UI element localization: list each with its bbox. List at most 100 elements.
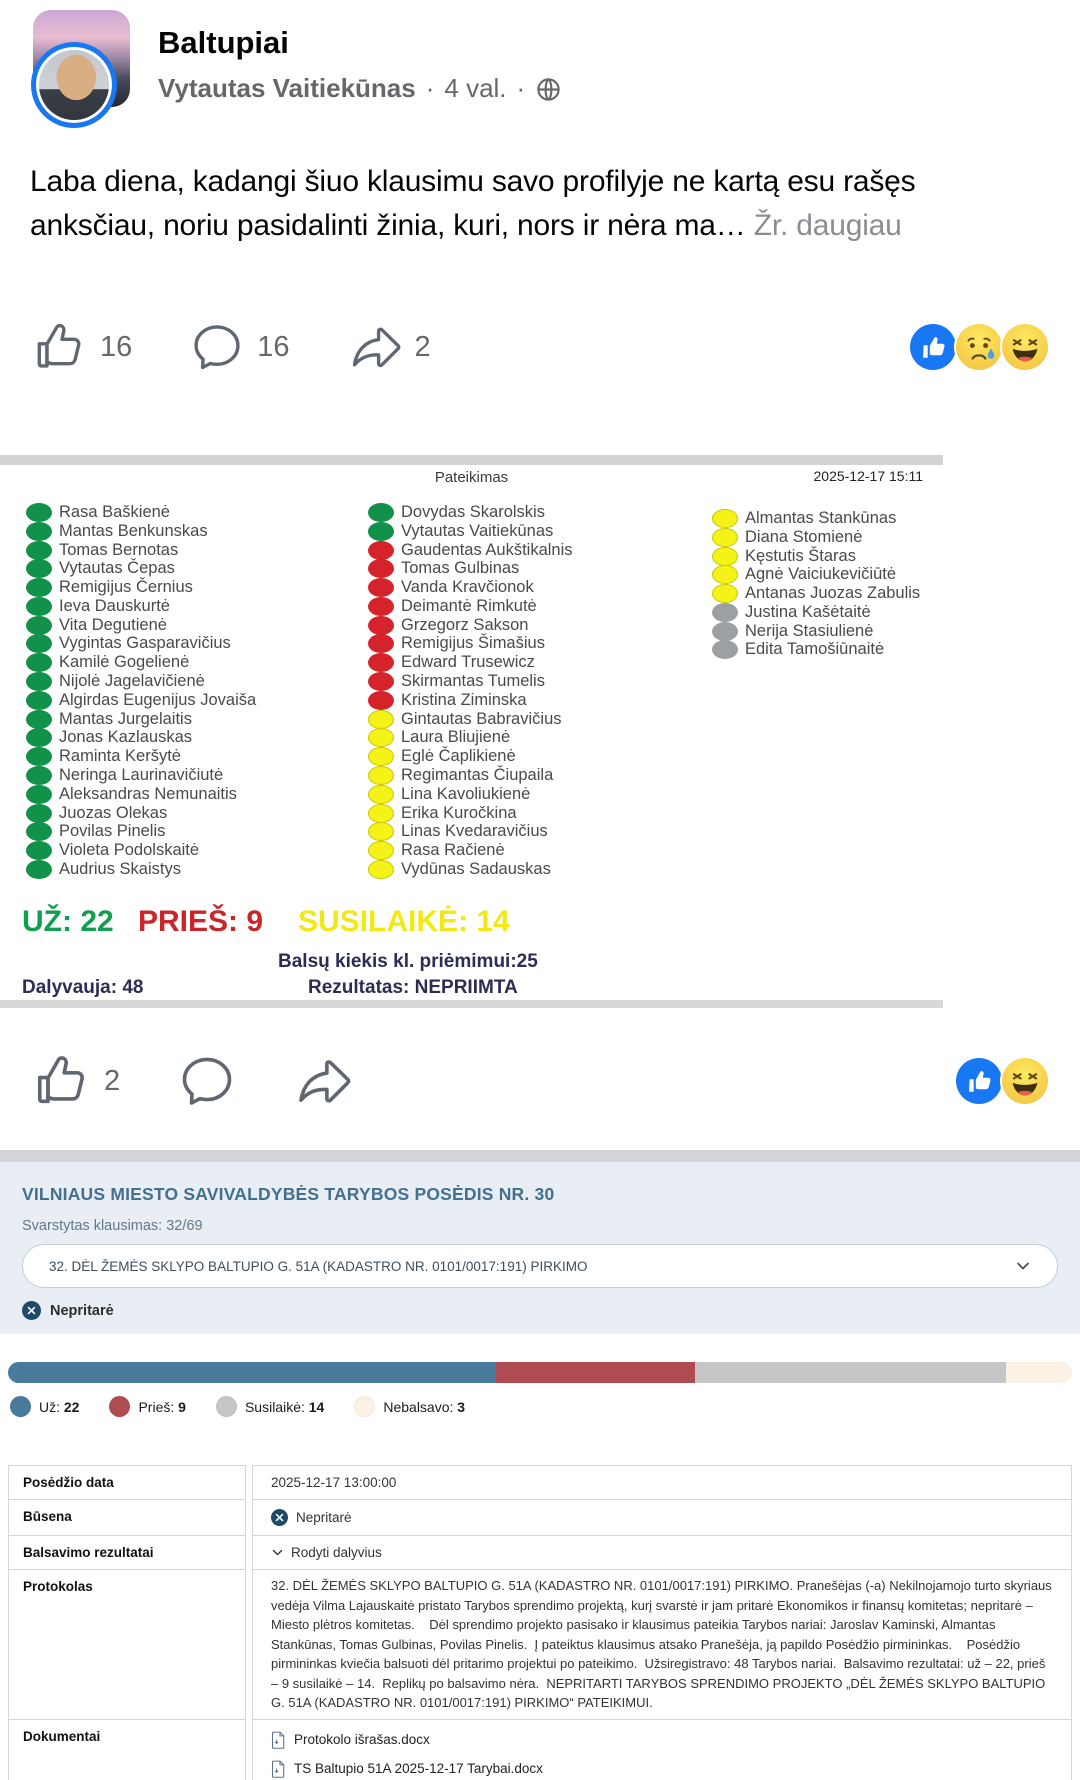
vote-dot-susilaike: [368, 860, 394, 880]
vote-dot-susilaike: [712, 508, 738, 528]
vote-member: Aleksandras Nemunaitis: [26, 784, 256, 804]
vote-member: Edward Trusewicz: [368, 653, 573, 673]
see-more-link[interactable]: Žr. daugiau: [753, 209, 902, 242]
vote-dot-susilaike: [368, 803, 394, 823]
haha-reaction-icon[interactable]: [1000, 1056, 1050, 1106]
vote-member-name: Nijolė Jagelavičienė: [59, 672, 205, 691]
vote-member: Nijolė Jagelavičienė: [26, 672, 256, 692]
vote-member-name: Juozas Olekas: [59, 803, 168, 822]
legend-dot-susilaike: [215, 1396, 237, 1417]
like-reaction-icon[interactable]: [908, 322, 958, 372]
vote-member-name: Skirmantas Tumelis: [401, 672, 545, 691]
comment-button[interactable]: 16: [190, 320, 290, 374]
group-avatar[interactable]: [31, 10, 130, 128]
share-icon: [299, 1060, 351, 1103]
comment-count[interactable]: 16: [257, 330, 290, 363]
group-name[interactable]: Baltupiai: [158, 25, 289, 60]
question-dropdown[interactable]: 32. DĖL ŽEMĖS SKLYPO BALTUPIO G. 51A (KA…: [22, 1244, 1058, 1288]
meeting-title: VILNIAUS MIESTO SAVIVALDYBĖS TARYBOS POS…: [22, 1184, 555, 1204]
vote-member: Kęstutis Štaras: [712, 546, 920, 566]
vote-member: Agnė Vaiciukevičiūtė: [712, 565, 920, 585]
vote-member-name: Neringa Laurinavičiutė: [59, 766, 224, 785]
share-button[interactable]: 2: [348, 320, 431, 374]
share-button[interactable]: [294, 1052, 352, 1110]
vote-dot-nebalsavo: [712, 602, 738, 622]
comment-button[interactable]: [178, 1052, 236, 1110]
vote-dot-uz: [26, 634, 52, 654]
vote-dot-susilaike: [368, 747, 394, 767]
vote-member: Kamilė Gogelienė: [26, 653, 256, 673]
vote-member-name: Eglė Čaplikienė: [401, 747, 516, 766]
author-avatar[interactable]: [31, 42, 117, 128]
vote-member-name: Grzegorz Sakson: [401, 615, 529, 634]
bar-segment-pries: [495, 1362, 696, 1383]
vote-member: Juozas Olekas: [26, 803, 256, 823]
vote-member: Dovydas Skarolskis: [368, 502, 573, 522]
vote-member: Skirmantas Tumelis: [368, 672, 573, 692]
vote-member: Vanda Kravčionok: [368, 578, 573, 598]
vote-results-image[interactable]: Pateikimas 2025-12-17 15:11 Rasa Baškien…: [0, 455, 943, 1010]
document-link[interactable]: TS Baltupio 51A 2025-12-17 Tarybai.docx: [271, 1760, 543, 1778]
vote-dot-pries: [368, 559, 394, 579]
vote-member-name: Raminta Keršytė: [59, 747, 181, 766]
vote-member-name: Kęstutis Štaras: [745, 546, 856, 565]
like-button[interactable]: 2: [33, 1052, 120, 1110]
question-dropdown-value: 32. DĖL ŽEMĖS SKLYPO BALTUPIO G. 51A (KA…: [49, 1258, 588, 1274]
document-link[interactable]: Protokolo išrašas.docx: [271, 1731, 543, 1749]
author-name[interactable]: Vytautas Vaitiekūnas: [158, 72, 416, 103]
sad-reaction-icon[interactable]: [954, 322, 1004, 372]
attendance-text: Dalyvauja: 48: [22, 977, 144, 998]
vote-dot-uz: [26, 596, 52, 616]
vote-member: Violeta Podolskaitė: [26, 841, 256, 861]
vote-dot-uz: [26, 784, 52, 804]
vote-dot-pries: [368, 653, 394, 673]
vote-dot-pries: [368, 540, 394, 560]
vote-dot-uz: [26, 766, 52, 786]
post-time[interactable]: 4 val.: [444, 72, 507, 103]
row-label: Dokumentai: [8, 1718, 246, 1780]
quorum-text: Balsų kiekis kl. priėmimui:25: [278, 951, 538, 972]
vote-member-name: Povilas Pinelis: [59, 822, 166, 841]
vote-dot-susilaike: [712, 565, 738, 585]
vote-member-name: Edita Tamošiūnaitė: [745, 640, 885, 659]
vote-dot-uz: [368, 502, 394, 522]
chevron-down-icon: [1017, 1262, 1029, 1270]
table-row: Dokumentai Protokolo išrašas.docx TS Baltu…: [8, 1718, 1072, 1780]
vote-member-name: Agnė Vaiciukevičiūtė: [745, 565, 897, 584]
legend-dot-nebalsavo: [354, 1396, 376, 1417]
haha-reaction-icon[interactable]: [1000, 322, 1050, 372]
vote-member: Remigijus Šimašius: [368, 634, 573, 654]
show-participants-toggle[interactable]: Rodyti dalyvius: [252, 1535, 1072, 1570]
document-name[interactable]: TS Baltupio 51A 2025-12-17 Tarybai.docx: [294, 1761, 543, 1776]
x-circle-icon: [22, 1301, 41, 1320]
bar-segment-susilaike: [695, 1362, 1006, 1383]
share-count[interactable]: 2: [414, 330, 431, 363]
vote-member: Almantas Stankūnas: [712, 508, 920, 528]
vote-column-2: Dovydas Skarolskis Vytautas Vaitiekūnas Ga…: [368, 502, 573, 880]
table-row: Balsavimo rezultatai Rodyti dalyvius: [8, 1535, 1072, 1570]
vote-member: Tomas Gulbinas: [368, 559, 573, 579]
vote-dot-pries: [368, 634, 394, 654]
document-name[interactable]: Protokolo išrašas.docx: [294, 1732, 430, 1747]
vote-dot-susilaike: [368, 841, 394, 861]
vote-member-name: Erika Kuročkina: [401, 803, 517, 822]
like-count[interactable]: 16: [100, 330, 133, 363]
vote-member: Raminta Keršytė: [26, 747, 256, 767]
vote-member-name: Antanas Juozas Zabulis: [745, 584, 921, 603]
vote-member: Grzegorz Sakson: [368, 615, 573, 635]
reaction-badges[interactable]: [908, 322, 1050, 372]
vote-member-name: Justina Kašėtaitė: [745, 602, 871, 621]
reaction-badges[interactable]: [954, 1056, 1050, 1106]
like-reaction-icon[interactable]: [954, 1056, 1004, 1106]
like-count[interactable]: 2: [104, 1064, 121, 1097]
vote-dot-pries: [368, 578, 394, 598]
legend-item-nebalsavo: Nebalsavo: 3: [354, 1396, 465, 1417]
like-icon: [37, 1056, 84, 1104]
vote-member-name: Aleksandras Nemunaitis: [59, 784, 237, 803]
vote-member-name: Gaudentas Aukštikalnis: [401, 540, 573, 559]
vote-member: Povilas Pinelis: [26, 822, 256, 842]
like-button[interactable]: 16: [33, 320, 132, 374]
vote-column-1: Rasa Baškienė Mantas Benkunskas Tomas Bern…: [26, 502, 256, 880]
image-bottom-bar: [0, 1000, 943, 1008]
vote-dot-susilaike: [712, 527, 738, 547]
